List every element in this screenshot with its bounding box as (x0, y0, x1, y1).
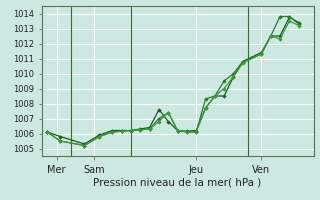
X-axis label: Pression niveau de la mer( hPa ): Pression niveau de la mer( hPa ) (93, 178, 262, 188)
